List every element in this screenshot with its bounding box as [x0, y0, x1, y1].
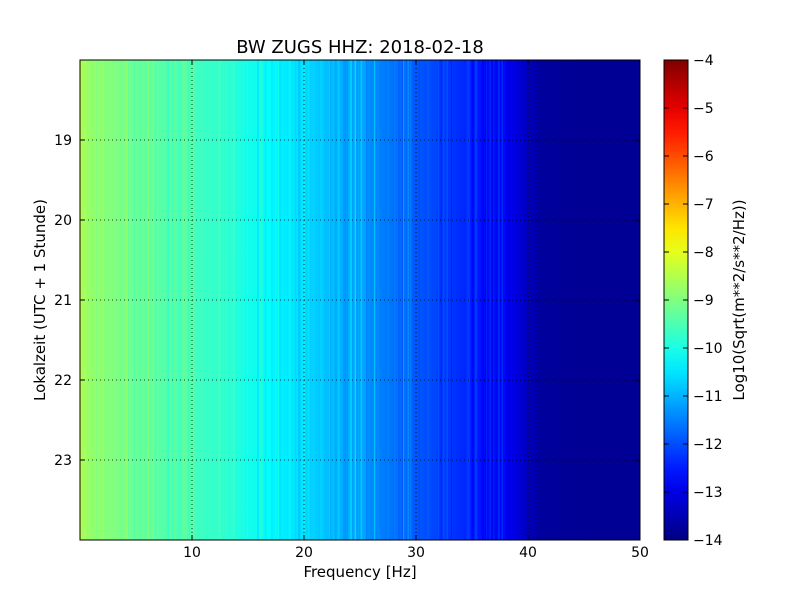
chart-title: BW ZUGS HHZ: 2018-02-18 [236, 37, 484, 58]
colorbar-tick-label: −13 [693, 485, 723, 501]
plot-area [79, 59, 641, 541]
y-tick-label: 23 [54, 453, 72, 469]
colorbar-tick-label: −10 [693, 341, 723, 357]
colorbar-tick-label: −6 [693, 149, 714, 165]
grid-lines [80, 60, 640, 540]
x-tick-label: 10 [183, 545, 201, 561]
y-axis-ticks: 19 20 21 22 23 [54, 133, 640, 469]
colorbar-tick-label: −9 [693, 293, 714, 309]
x-axis-ticks: 10 20 30 40 50 [183, 60, 649, 561]
colorbar-label: Log10(Sqrt(m**2/s**2/Hz)) [730, 199, 748, 400]
colorbar-tick-label: −7 [693, 197, 714, 213]
y-tick-label: 21 [54, 293, 72, 309]
y-tick-label: 22 [54, 373, 72, 389]
colorbar-tick-label: −5 [693, 101, 714, 117]
colorbar-tick-label: −12 [693, 437, 723, 453]
y-tick-label: 19 [54, 133, 72, 149]
y-tick-label: 20 [54, 213, 72, 229]
x-tick-label: 30 [407, 545, 425, 561]
colorbar-tick-label: −4 [693, 53, 714, 69]
x-tick-label: 50 [631, 545, 649, 561]
x-tick-label: 20 [295, 545, 313, 561]
colorbar-ticks: −4 −5 −6 −7 −8 −9 −10 −11 −12 −13 −14 [664, 53, 723, 549]
colorbar: −4 −5 −6 −7 −8 −9 −10 −11 −12 −13 −14 Log10(Sqrt(m… [663, 53, 748, 549]
colorbar-tick-label: −11 [693, 389, 723, 405]
x-axis-label: Frequency [Hz] [303, 563, 416, 581]
y-axis-label: Lokalzeit (UTC + 1 Stunde) [31, 199, 49, 401]
colorbar-tick-label: −14 [693, 533, 723, 549]
colorbar-tick-label: −8 [693, 245, 714, 261]
x-tick-label: 40 [519, 545, 537, 561]
